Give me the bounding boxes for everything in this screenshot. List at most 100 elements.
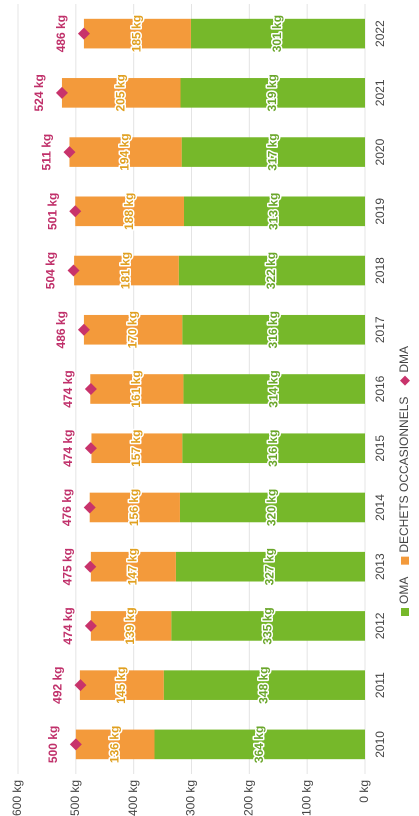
bar-segment bbox=[178, 255, 365, 286]
y-tick-label: 0 kg bbox=[357, 780, 371, 803]
value-label: 157 kg bbox=[129, 430, 143, 467]
value-label: 161 kg bbox=[129, 370, 143, 407]
bar-segment bbox=[83, 314, 183, 345]
value-label: 136 kg bbox=[107, 726, 121, 763]
value-label: 319 kg bbox=[265, 74, 279, 111]
bar-segment bbox=[181, 137, 365, 167]
value-label: 316 kg bbox=[266, 311, 280, 348]
legend-label: DMA bbox=[397, 346, 411, 373]
legend-swatch bbox=[401, 608, 409, 616]
value-label: 486 kg bbox=[54, 311, 68, 348]
y-tick-label: 300 kg bbox=[184, 780, 198, 816]
value-label: 511 kg bbox=[40, 134, 54, 171]
x-tick-label: 2022 bbox=[373, 20, 387, 47]
y-tick-label: 100 kg bbox=[299, 780, 313, 816]
bar-segment bbox=[183, 374, 365, 404]
bar-segment bbox=[91, 433, 183, 464]
bar-segment bbox=[182, 433, 365, 464]
rotated-chart: 0 kg 100 kg 200 kg 300 kg 400 kg 500 kg 600 kg… bbox=[10, 4, 411, 816]
bar-segment bbox=[75, 196, 184, 227]
value-label: 474 kg bbox=[61, 607, 75, 644]
x-tick-label: 2013 bbox=[373, 553, 387, 580]
marker bbox=[84, 619, 97, 632]
marker bbox=[55, 86, 68, 99]
legend-swatch bbox=[400, 375, 410, 386]
x-tick-label: 2019 bbox=[373, 198, 387, 225]
marker bbox=[84, 383, 97, 395]
value-label: 335 kg bbox=[260, 607, 274, 644]
x-tick-label: 2014 bbox=[373, 494, 387, 521]
bar-segment bbox=[163, 670, 365, 700]
value-label: 492 kg bbox=[51, 666, 65, 703]
bar-segment bbox=[179, 492, 365, 523]
x-tick-label: 2015 bbox=[373, 435, 387, 462]
marker bbox=[83, 501, 96, 514]
value-label: 504 kg bbox=[44, 252, 58, 289]
x-tick-label: 2010 bbox=[373, 731, 387, 758]
x-tick-label: 2021 bbox=[373, 79, 387, 106]
bar-segment bbox=[79, 670, 164, 700]
legend-swatch bbox=[401, 556, 409, 565]
value-label: 501 kg bbox=[45, 193, 59, 230]
value-label: 170 kg bbox=[125, 311, 139, 348]
marker bbox=[63, 146, 76, 159]
bar-segment bbox=[154, 729, 365, 760]
value-label: 486 kg bbox=[54, 15, 68, 52]
value-label: 145 kg bbox=[114, 666, 128, 703]
value-label: 348 kg bbox=[257, 666, 271, 703]
value-label: 205 kg bbox=[113, 74, 127, 111]
value-label: 364 kg bbox=[252, 726, 266, 763]
y-tick-label: 500 kg bbox=[68, 780, 82, 816]
marker bbox=[77, 27, 90, 40]
value-label: 194 kg bbox=[118, 133, 132, 170]
legend-label: OMA bbox=[397, 577, 411, 604]
bar-segment bbox=[74, 255, 179, 286]
value-label: 313 kg bbox=[267, 193, 281, 230]
marker bbox=[74, 679, 87, 692]
value-label: 139 kg bbox=[123, 607, 137, 644]
value-label: 314 kg bbox=[266, 370, 280, 407]
value-label: 474 kg bbox=[61, 430, 75, 467]
marker bbox=[77, 323, 90, 336]
bar-segment bbox=[182, 314, 365, 345]
value-label: 524 kg bbox=[32, 74, 46, 111]
value-label: 317 kg bbox=[266, 133, 280, 170]
marker bbox=[84, 560, 97, 573]
marker bbox=[69, 738, 82, 751]
x-tick-label: 2017 bbox=[373, 316, 387, 343]
bar-segment bbox=[183, 196, 365, 227]
value-label: 181 kg bbox=[119, 252, 133, 289]
bar-segment bbox=[83, 18, 191, 49]
bar-segment bbox=[69, 137, 182, 167]
y-tick-label: 200 kg bbox=[242, 780, 256, 816]
bar-segment bbox=[90, 374, 184, 404]
marker bbox=[67, 264, 80, 277]
legend-label: DECHETS OCCASIONNELS bbox=[397, 397, 411, 553]
value-label: 147 kg bbox=[126, 548, 140, 585]
value-label: 188 kg bbox=[122, 193, 136, 230]
value-label: 320 kg bbox=[265, 489, 279, 526]
bar-segment bbox=[90, 551, 176, 582]
bar-segment bbox=[89, 492, 180, 523]
y-tick-label: 400 kg bbox=[126, 780, 140, 816]
bar-segment bbox=[171, 611, 365, 641]
value-label: 476 kg bbox=[60, 489, 74, 526]
bar-segment bbox=[180, 78, 365, 108]
marker bbox=[69, 205, 82, 218]
value-label: 500 kg bbox=[46, 726, 60, 763]
x-tick-label: 2018 bbox=[373, 257, 387, 284]
value-label: 185 kg bbox=[130, 15, 144, 52]
bar-segment bbox=[175, 551, 365, 582]
x-tick-label: 2012 bbox=[373, 612, 387, 639]
x-tick-label: 2016 bbox=[373, 375, 387, 402]
value-label: 316 kg bbox=[266, 430, 280, 467]
bar-segment bbox=[75, 729, 155, 760]
value-label: 327 kg bbox=[263, 548, 277, 585]
x-tick-label: 2011 bbox=[373, 672, 387, 698]
bar-segment bbox=[61, 78, 181, 108]
value-label: 322 kg bbox=[264, 252, 278, 289]
value-label: 475 kg bbox=[60, 548, 74, 585]
value-label: 156 kg bbox=[127, 489, 141, 526]
